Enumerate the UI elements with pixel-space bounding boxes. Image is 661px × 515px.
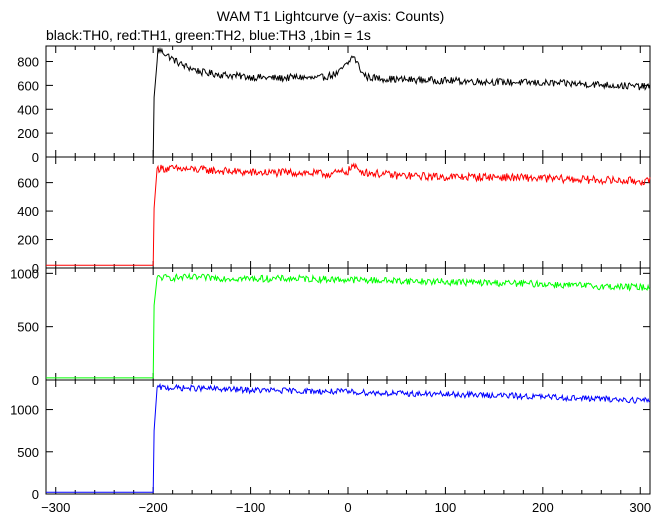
y-tick-label-th2: 0 xyxy=(32,373,39,388)
series-line-th3 xyxy=(46,382,651,493)
y-tick-label-th3: 0 xyxy=(32,487,39,502)
y-tick-label-th0: 0 xyxy=(32,150,39,165)
chart-title: WAM T1 Lightcurve (y−axis: Counts) xyxy=(216,8,445,24)
y-tick-label-th1: 0 xyxy=(32,261,39,276)
y-tick-label-th1: 600 xyxy=(17,176,39,191)
chart-subtitle: black:TH0, red:TH1, green:TH2, blue:TH3 … xyxy=(46,27,371,43)
x-tick-label: 300 xyxy=(629,500,651,515)
x-tick-label: −300 xyxy=(41,500,70,515)
x-tick-label: −100 xyxy=(236,500,265,515)
y-tick-label-th2: 1000 xyxy=(10,266,39,281)
y-tick-label-th0: 200 xyxy=(17,126,39,141)
panel-frame-th3 xyxy=(45,379,651,495)
y-tick-label-th3: 1000 xyxy=(10,403,39,418)
y-tick-label-th3: 500 xyxy=(17,445,39,460)
y-tick-label-th0: 600 xyxy=(17,78,39,93)
x-tick-label: −200 xyxy=(139,500,168,515)
x-tick-label: 200 xyxy=(532,500,554,515)
series-line-th1 xyxy=(46,162,651,266)
x-tick-label: 0 xyxy=(344,500,351,515)
y-tick-label-th1: 200 xyxy=(17,233,39,248)
series-line-th0 xyxy=(46,46,651,158)
x-tick-label: 100 xyxy=(435,500,457,515)
y-tick-label-th0: 800 xyxy=(17,55,39,70)
y-tick-label-th0: 400 xyxy=(17,102,39,117)
y-tick-label-th2: 500 xyxy=(17,320,39,335)
series-line-th2 xyxy=(46,272,651,379)
y-tick-label-th1: 400 xyxy=(17,204,39,219)
